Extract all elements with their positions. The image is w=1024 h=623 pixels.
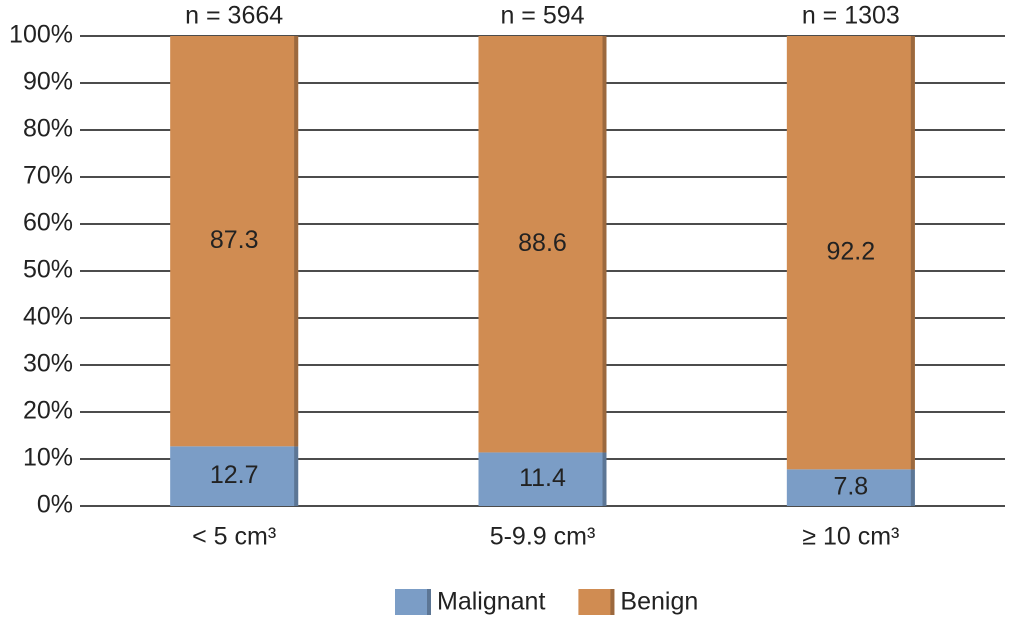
y-tick-label: 30% [23,350,73,378]
bar-edge [602,36,607,453]
value-label: 92.2 [826,237,875,265]
bar-edge [294,36,299,447]
bar [478,36,607,453]
n-annotation: n = 1303 [802,2,900,30]
bar-edge [602,452,607,506]
bar-segment [786,469,915,506]
value-label: 88.6 [518,229,567,257]
bar [478,452,607,506]
bar-edge [294,446,299,506]
y-tick-label: 70% [23,162,73,190]
y-tick-label: 0% [37,491,73,519]
value-label: 7.8 [833,472,868,500]
bar [170,446,299,506]
y-tick-label: 40% [23,303,73,331]
bar-edge [910,36,915,470]
legend-label: Malignant [437,588,545,616]
legend-label: Benign [620,588,698,616]
x-tick-label: ≥ 10 cm³ [802,523,899,551]
bar-segment [478,452,607,506]
bar [170,36,299,447]
legend-swatch-edge [427,589,431,615]
x-tick-label: < 5 cm³ [192,523,276,551]
bar-segment [170,36,299,447]
y-tick-label: 20% [23,397,73,425]
y-tick-label: 90% [23,68,73,96]
y-tick-label: 100% [9,21,73,49]
bar-segment [478,36,607,453]
value-label: 12.7 [210,461,259,489]
legend-swatch [578,589,615,615]
value-label: 11.4 [519,464,566,492]
y-tick-label: 80% [23,115,73,143]
bar-segment [170,446,299,506]
bar-edge [910,469,915,506]
x-tick-label: 5-9.9 cm³ [490,523,596,551]
y-tick-label: 60% [23,209,73,237]
value-label: 87.3 [210,226,259,254]
legend-swatch-edge [610,589,615,615]
bar [786,469,915,506]
bar-segment [786,36,915,470]
bar [786,36,915,470]
y-tick-label: 10% [23,444,73,472]
legend-swatch [395,589,431,615]
n-annotation: n = 3664 [185,2,283,30]
n-annotation: n = 594 [500,2,584,30]
y-tick-label: 50% [23,256,73,284]
